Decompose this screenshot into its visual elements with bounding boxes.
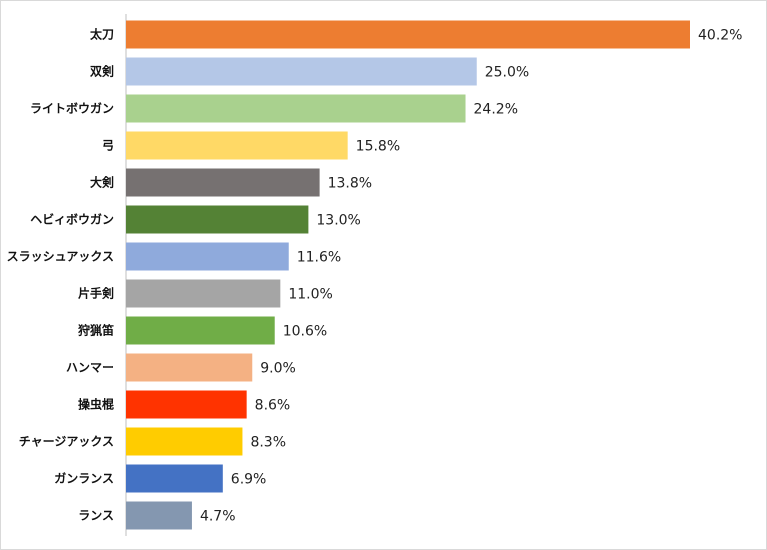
value-label-7: 11.6% (297, 250, 341, 266)
category-label-7: スラッシュアックス (7, 250, 114, 264)
value-label-14: 4.7% (200, 509, 236, 525)
value-label-10: 9.0% (260, 361, 296, 377)
bar-14 (126, 501, 192, 530)
category-label-4: 弓 (102, 139, 114, 153)
bar-10 (126, 353, 253, 382)
bar-4 (126, 131, 348, 160)
bars-group: 太刀 40.2% 双剣 25.0% ライトボウガン 24.2% 弓 15.8% 大剣 13.8% ヘ… (7, 20, 742, 530)
category-label-3: ライトボウガン (30, 101, 114, 116)
value-label-4: 15.8% (356, 139, 400, 155)
value-label-1: 40.2% (698, 28, 742, 44)
bar-2 (126, 57, 477, 86)
category-label-6: ヘビィボウガン (30, 212, 114, 227)
category-label-14: ランス (78, 509, 114, 523)
bar-11 (126, 390, 247, 419)
bar-9 (126, 316, 275, 345)
value-label-11: 8.6% (255, 398, 291, 414)
bar-5 (126, 168, 320, 197)
bar-8 (126, 279, 281, 308)
bar-1 (126, 20, 690, 49)
value-label-2: 25.0% (485, 65, 529, 81)
value-label-12: 8.3% (250, 435, 286, 451)
value-label-6: 13.0% (316, 213, 360, 229)
category-label-13: ガンランス (54, 471, 114, 486)
bar-6 (126, 205, 309, 234)
category-label-8: 片手剣 (78, 286, 114, 301)
value-label-5: 13.8% (328, 176, 372, 192)
bar-12 (126, 427, 243, 456)
category-label-10: ハンマー (66, 361, 114, 375)
bar-13 (126, 464, 223, 493)
value-label-13: 6.9% (231, 472, 267, 488)
category-label-2: 双剣 (90, 64, 114, 79)
category-label-1: 太刀 (90, 27, 114, 42)
category-label-11: 操虫棍 (78, 397, 114, 412)
value-label-3: 24.2% (474, 102, 518, 118)
bar-7 (126, 242, 289, 271)
category-label-9: 狩猟笛 (78, 323, 114, 338)
category-label-12: チャージアックス (19, 435, 114, 449)
value-label-9: 10.6% (283, 324, 327, 340)
category-label-5: 大剣 (90, 175, 114, 190)
value-label-8: 11.0% (288, 287, 332, 303)
bar-3 (126, 94, 466, 123)
